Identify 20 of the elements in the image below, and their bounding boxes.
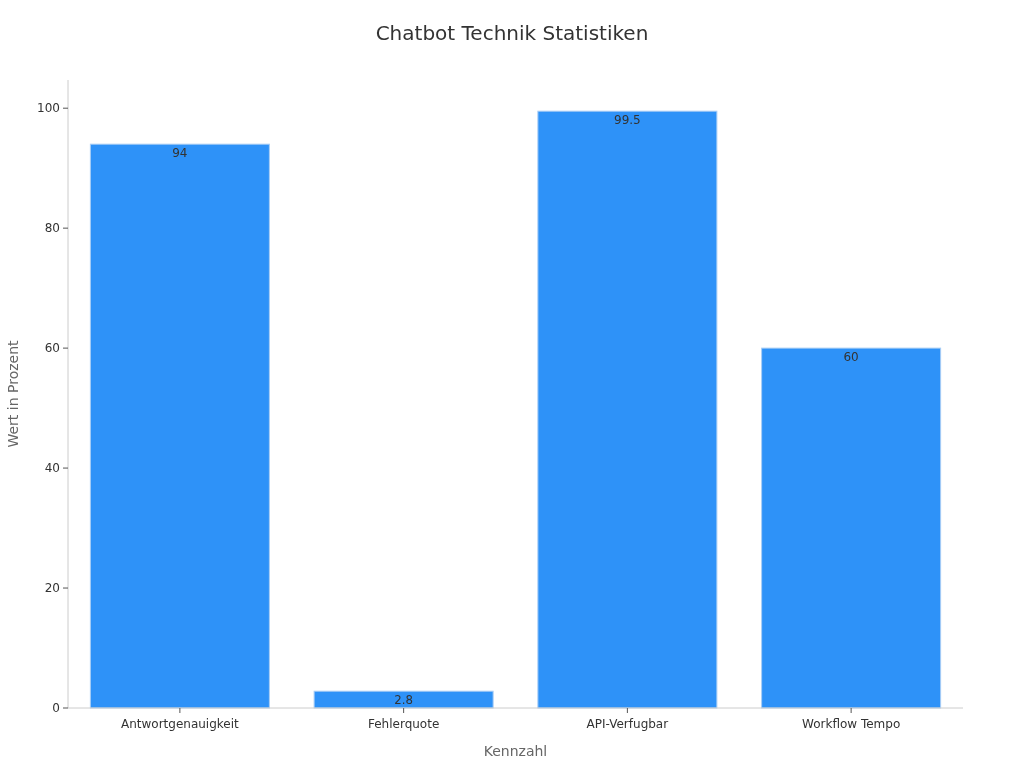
y-tick-label: 100 [37, 101, 60, 116]
y-axis-title: Wert in Prozent [5, 339, 21, 448]
x-tick-label: Antwortgenauigkeit [120, 717, 240, 731]
x-tick-label: API-Verfugbar [586, 717, 669, 731]
bar [761, 347, 942, 709]
y-tick-label: 60 [44, 341, 60, 356]
data-label: 2.8 [394, 692, 413, 707]
x-tick-label: Fehlerquote [367, 717, 440, 731]
y-tick-label: 0 [52, 701, 60, 716]
chart-title: Chatbot Technik Statistiken [375, 21, 649, 45]
x-axis-title: Kennzahl [483, 743, 548, 759]
bar [89, 143, 270, 709]
data-label: 60 [843, 350, 859, 365]
data-label: 94 [172, 146, 188, 161]
y-tick-label: 40 [44, 461, 60, 476]
data-label: 99.5 [614, 113, 641, 128]
x-tick-label: Workflow Tempo [802, 717, 901, 731]
bar [537, 110, 718, 709]
y-tick-label: 20 [44, 581, 60, 596]
y-tick-label: 80 [44, 221, 60, 236]
